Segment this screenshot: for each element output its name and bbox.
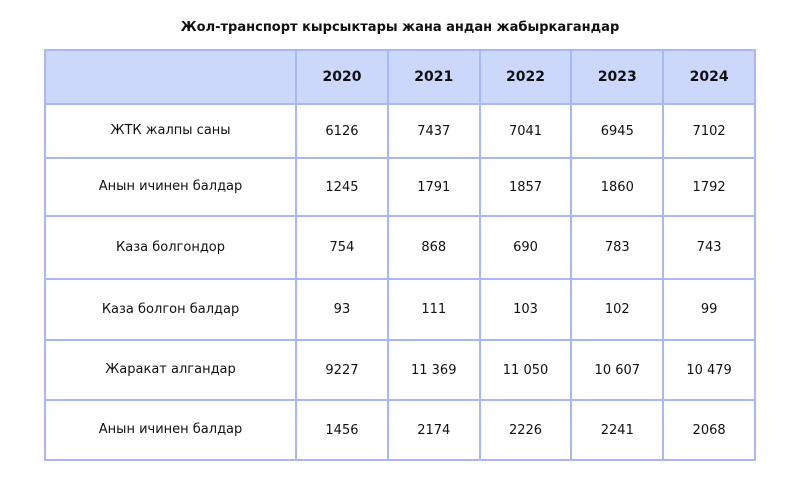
- row-label: Анын ичинен балдар: [43, 399, 298, 461]
- value-cell: 10 607: [570, 339, 665, 401]
- data-table: 2020 2021 2022 2023 2024 ЖТК жалпы саны 6126 7…: [43, 49, 756, 461]
- header-year-cell: 2021: [386, 49, 481, 105]
- table-row: Каза болгондор 754 868 690 783 743: [43, 215, 756, 280]
- value-cell: 93: [295, 278, 389, 341]
- value-cell: 2068: [662, 399, 756, 461]
- value-cell: 1456: [295, 399, 389, 461]
- table-title: Жол-транспорт кырсыктары жана андан жабы…: [180, 20, 620, 35]
- value-cell: 103: [478, 278, 573, 341]
- value-cell: 9227: [295, 339, 389, 401]
- header-year-cell: 2020: [295, 49, 389, 105]
- header-year-cell: 2024: [662, 49, 756, 105]
- value-cell: 11 050: [478, 339, 573, 401]
- value-cell: 2226: [478, 399, 573, 461]
- value-cell: 743: [662, 215, 756, 280]
- row-label: Каза болгон балдар: [43, 278, 298, 341]
- value-cell: 11 369: [386, 339, 481, 401]
- row-label: Жаракат алгандар: [43, 339, 298, 401]
- value-cell: 1857: [478, 157, 573, 217]
- header-year-cell: 2023: [570, 49, 665, 105]
- value-cell: 111: [386, 278, 481, 341]
- table-row: Каза болгон балдар 93 111 103 102 99: [43, 278, 756, 341]
- value-cell: 7041: [478, 103, 573, 159]
- table-row: ЖТК жалпы саны 6126 7437 7041 6945 7102: [43, 103, 756, 159]
- value-cell: 7437: [386, 103, 481, 159]
- value-cell: 1791: [386, 157, 481, 217]
- value-cell: 783: [570, 215, 665, 280]
- table-row: Анын ичинен балдар 1456 2174 2226 2241 2068: [43, 399, 756, 461]
- value-cell: 99: [662, 278, 756, 341]
- value-cell: 1860: [570, 157, 665, 217]
- value-cell: 6126: [295, 103, 389, 159]
- value-cell: 2174: [386, 399, 481, 461]
- value-cell: 754: [295, 215, 389, 280]
- value-cell: 1792: [662, 157, 756, 217]
- table-row: Жаракат алгандар 9227 11 369 11 050 10 607 10…: [43, 339, 756, 401]
- value-cell: 1245: [295, 157, 389, 217]
- value-cell: 102: [570, 278, 665, 341]
- header-corner-cell: [43, 49, 298, 105]
- row-label: ЖТК жалпы саны: [43, 103, 298, 159]
- value-cell: 2241: [570, 399, 665, 461]
- table-row: Анын ичинен балдар 1245 1791 1857 1860 1792: [43, 157, 756, 217]
- header-row: 2020 2021 2022 2023 2024: [43, 49, 756, 105]
- header-year-cell: 2022: [478, 49, 573, 105]
- row-label: Анын ичинен балдар: [43, 157, 298, 217]
- row-label: Каза болгондор: [43, 215, 298, 280]
- value-cell: 7102: [662, 103, 756, 159]
- value-cell: 6945: [570, 103, 665, 159]
- value-cell: 10 479: [662, 339, 756, 401]
- value-cell: 868: [386, 215, 481, 280]
- value-cell: 690: [478, 215, 573, 280]
